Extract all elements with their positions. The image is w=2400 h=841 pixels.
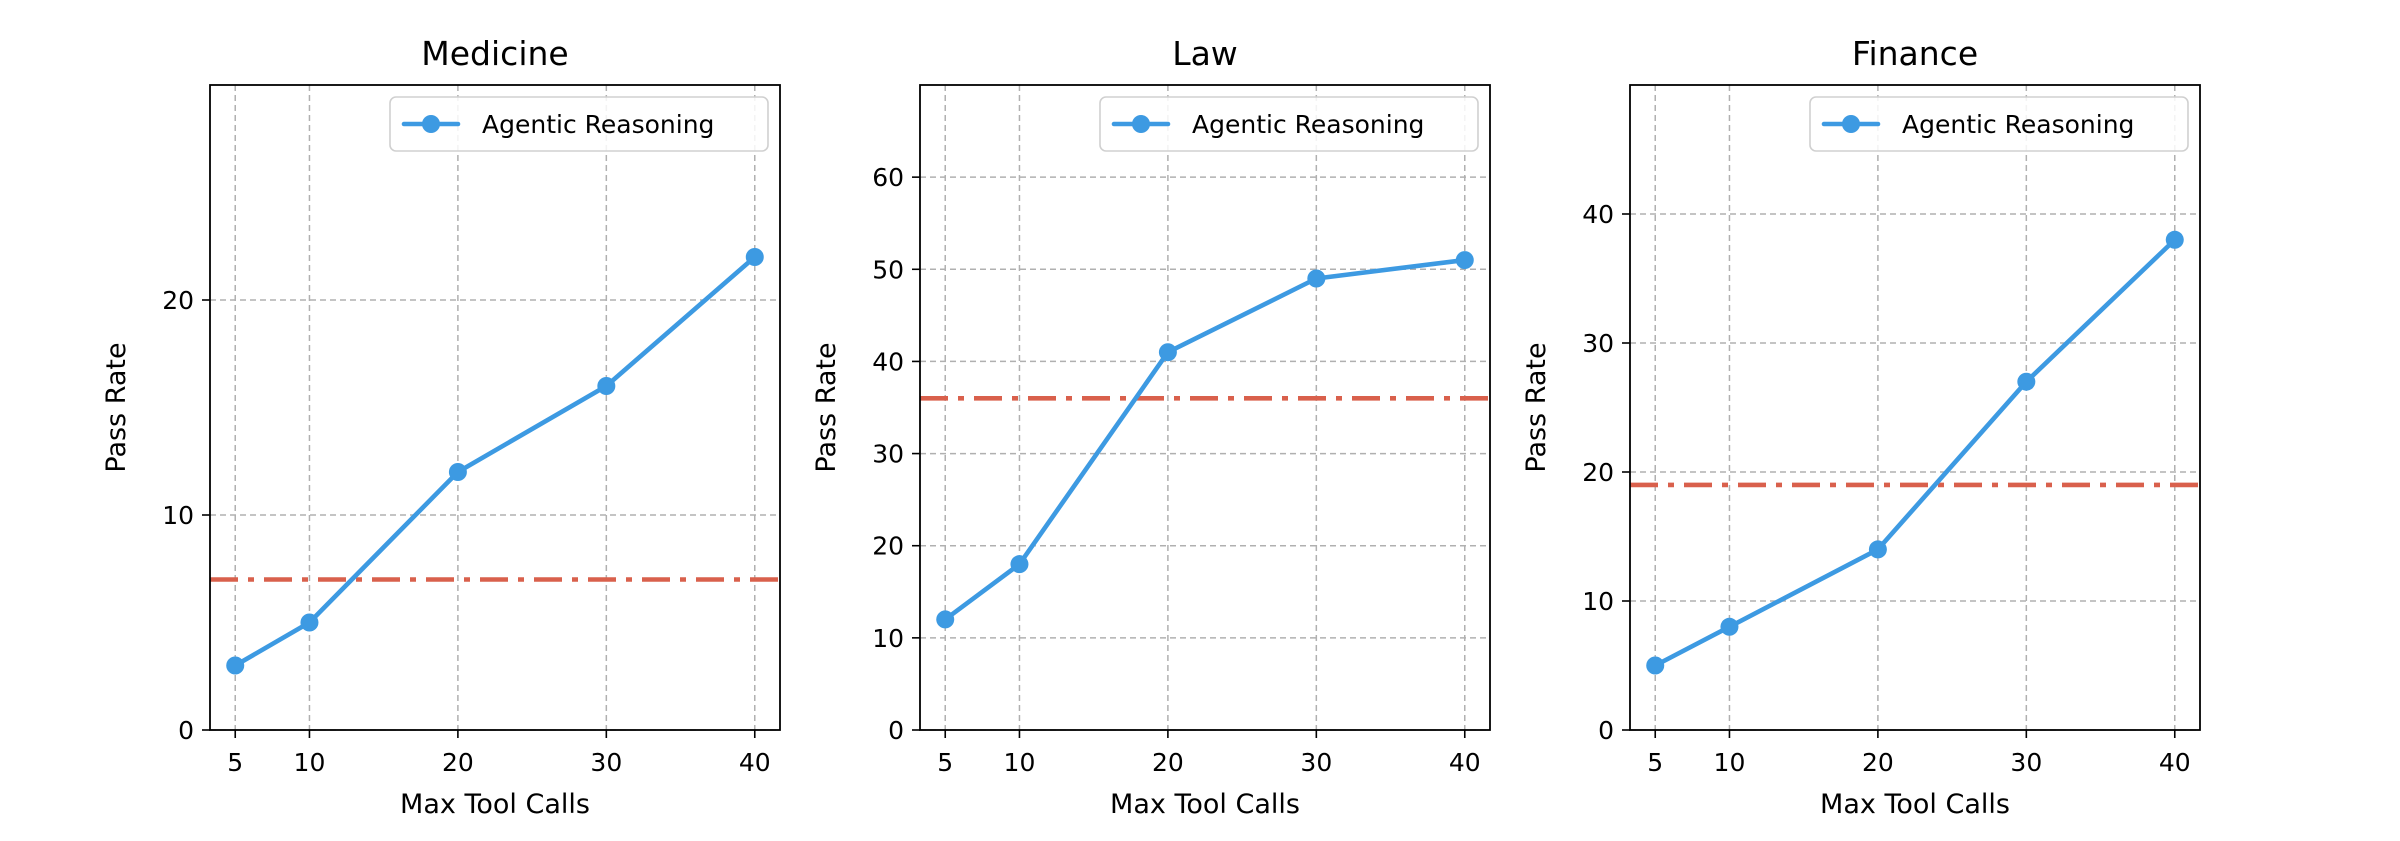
x-tick-label: 5 xyxy=(1647,748,1663,777)
y-tick-label: 0 xyxy=(178,716,194,745)
y-tick-label: 20 xyxy=(872,532,904,561)
y-tick-label: 20 xyxy=(1582,458,1614,487)
chart-panel-1: 5 10 20 30 40 0 10 20 30 40 50 60 Law Max Tool Calls P… xyxy=(811,34,1491,820)
legend-marker xyxy=(422,115,440,133)
data-point xyxy=(1646,656,1665,675)
panel-title: Law xyxy=(1172,34,1238,73)
x-axis-label: Max Tool Calls xyxy=(400,789,590,820)
y-tick-label: 10 xyxy=(872,624,904,653)
x-tick-label: 40 xyxy=(1449,748,1481,777)
data-point xyxy=(2017,372,2036,391)
plot-frame xyxy=(919,84,1491,731)
plot-frame xyxy=(209,84,781,731)
y-axis-label: Pass Rate xyxy=(811,342,842,472)
legend-label: Agentic Reasoning xyxy=(1192,110,1424,139)
y-tick-label: 30 xyxy=(1582,329,1614,358)
chart-panel-0: 5 10 20 30 40 0 10 20 Medicine Max Tool Calls Pass… xyxy=(101,34,781,820)
legend-marker xyxy=(1842,115,1860,133)
data-point xyxy=(448,463,467,481)
legend-label: Agentic Reasoning xyxy=(1902,110,2134,139)
y-axis-label: Pass Rate xyxy=(101,342,132,472)
legend-marker xyxy=(1132,115,1150,133)
y-tick-label: 10 xyxy=(1582,587,1614,616)
data-point xyxy=(745,248,764,266)
data-point xyxy=(2165,230,2184,249)
data-point xyxy=(597,377,616,395)
legend-label: Agentic Reasoning xyxy=(482,110,714,139)
x-tick-label: 5 xyxy=(937,748,953,777)
y-tick-label: 50 xyxy=(872,255,904,284)
y-tick-label: 0 xyxy=(888,716,904,745)
x-axis-label: Max Tool Calls xyxy=(1110,789,1300,820)
x-tick-label: 10 xyxy=(294,748,326,777)
x-axis-label: Max Tool Calls xyxy=(1820,789,2010,820)
y-tick-label: 0 xyxy=(1598,716,1614,745)
y-tick-label: 30 xyxy=(872,440,904,469)
x-tick-label: 5 xyxy=(227,748,243,777)
x-tick-label: 30 xyxy=(2010,748,2042,777)
legend: Agentic Reasoning xyxy=(1099,96,1479,152)
panels: 5 10 20 30 40 0 10 20 Medicine Max Tool Calls Pass… xyxy=(101,34,2201,820)
chart-panel-2: 5 10 20 30 40 0 10 20 30 40 Finance Max Tool Calls P… xyxy=(1521,34,2201,820)
y-axis-label: Pass Rate xyxy=(1521,342,1552,472)
x-tick-label: 40 xyxy=(739,748,771,777)
y-tick-label: 10 xyxy=(162,501,194,530)
legend-box xyxy=(1099,96,1479,152)
y-tick-label: 40 xyxy=(872,347,904,376)
legend: Agentic Reasoning xyxy=(1809,96,2189,152)
x-tick-label: 10 xyxy=(1004,748,1036,777)
y-tick-label: 40 xyxy=(1582,200,1614,229)
x-tick-label: 20 xyxy=(1152,748,1184,777)
x-tick-label: 10 xyxy=(1714,748,1746,777)
panel-title: Medicine xyxy=(421,34,568,73)
data-point xyxy=(226,656,245,675)
data-point xyxy=(1010,555,1029,574)
data-point xyxy=(1720,617,1739,636)
y-tick-label: 20 xyxy=(162,286,194,315)
data-point xyxy=(1455,251,1474,270)
data-point xyxy=(300,613,319,632)
data-point xyxy=(936,610,955,629)
x-tick-label: 30 xyxy=(590,748,622,777)
legend-box xyxy=(1809,96,2189,152)
data-point xyxy=(1868,540,1887,559)
x-tick-label: 20 xyxy=(442,748,474,777)
plot-frame xyxy=(1629,84,2201,731)
data-point xyxy=(1158,343,1177,362)
x-tick-label: 30 xyxy=(1300,748,1332,777)
data-point xyxy=(1307,269,1326,288)
panel-title: Finance xyxy=(1852,34,1978,73)
y-tick-label: 60 xyxy=(872,163,904,192)
legend-box xyxy=(389,96,769,152)
legend: Agentic Reasoning xyxy=(389,96,769,152)
x-tick-label: 20 xyxy=(1862,748,1894,777)
x-tick-label: 40 xyxy=(2159,748,2191,777)
